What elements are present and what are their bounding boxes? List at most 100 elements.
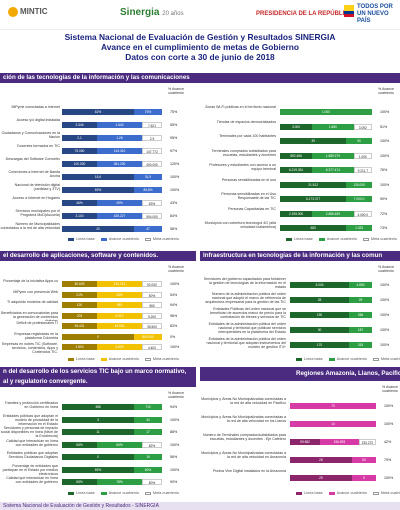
baseline-segment: 21%: [62, 291, 97, 298]
sinergia-years: 20 años: [162, 11, 184, 17]
indicator-bar: 680 1.025: [280, 225, 372, 232]
indicator-row: Número de Terminales comprados/subsidiad…: [200, 433, 400, 451]
baseline-segment: 2,1: [62, 134, 97, 141]
progress-segment: 73: [290, 403, 376, 409]
legend-item-base: Línea base: [68, 237, 95, 241]
progress-segment: 29: [349, 296, 372, 303]
progress-segment: 1.880: [312, 123, 354, 130]
progress-segment: 143.310: [97, 147, 142, 154]
indicator-percent: 100%: [380, 110, 390, 115]
indicator-row: Municipios y Áreas No Municipalizadas co…: [200, 397, 400, 415]
indicator-percent: 100%: [170, 187, 180, 192]
indicator-label: Calidad que interactúan en línea con ent…: [6, 438, 58, 447]
progress-segment: 31,9: [134, 173, 162, 180]
indicator-row: Docentes formados en TIC 75.060 143.310 147…: [0, 144, 196, 157]
indicator-bar: 28 50: [290, 457, 376, 463]
indicator-row: Entidades públicas que adoptan el modelo…: [0, 414, 196, 427]
meta-segment: 82%: [142, 441, 162, 448]
progress-segment: 1.640: [97, 121, 142, 128]
indicator-percent: 75%: [170, 109, 178, 114]
indicator-percent: 55%: [170, 122, 178, 127]
progress-segment: 710: [134, 404, 162, 411]
baseline-segment: 203: [62, 312, 97, 319]
indicator-label: Puntos Vive Digital instalados en la Ama…: [212, 469, 286, 473]
indicator-percent: 96%: [170, 313, 178, 318]
legend-label: Avance cuatrienio: [108, 357, 139, 361]
indicator-row: Porcentaje de entidades que participan e…: [0, 464, 196, 477]
indicator-row: Trámites y protección certificados en Go…: [0, 401, 196, 414]
baseline-segment: 11: [62, 429, 134, 436]
legend-item-avance: Avance cuatrienio: [100, 357, 139, 361]
indicator-row: Personas Capacitadas en TIC 2.195.000 2.88…: [200, 207, 400, 222]
progress-segment: 6.899: [97, 344, 142, 351]
baseline-segment: 29: [290, 475, 352, 481]
indicator-bar: 0 19: [62, 454, 162, 461]
indicator-bar: 14: [290, 421, 376, 427]
indicator-bar: 100.000 361.230 400.000: [62, 160, 162, 167]
indicator-row: Entidades públicas que adoptan Servicios…: [0, 451, 196, 464]
indicator-bar: 62% 75%: [62, 108, 162, 115]
indicator-percent: 100%: [170, 467, 180, 472]
section-header-regulation-line2: al y regulatorio convergente.: [3, 378, 88, 385]
indicator-bar: 3.100 425.227 504.000: [62, 212, 162, 219]
progress-segment: 7.000.0: [346, 196, 372, 203]
indicator-label: Terminales comprados subsidiados para es…: [211, 148, 276, 157]
progress-segment: 78%: [97, 479, 142, 486]
indicator-percent: 72%: [380, 211, 388, 216]
indicator-label: Déficit de profesionales TI: [16, 321, 58, 325]
chart-legend: Línea base Avance cuatrienio Meta cuatrien…: [296, 491, 400, 495]
baseline-segment: 6.173.377: [280, 196, 347, 203]
progress-segment: 1.689.279: [312, 152, 354, 159]
indicator-row: Municipios con cobertura tecnología 4G (…: [200, 221, 400, 236]
indicator-row: Calidad que interactúan en línea con ent…: [0, 476, 196, 489]
legend-item-base: Línea base: [68, 491, 95, 495]
progress-segment: 187: [349, 326, 372, 333]
baseline-segment: 1.800: [62, 344, 97, 351]
indicator-bar: 94.431 45.530 35.500: [62, 323, 162, 330]
legend-swatch: [328, 491, 335, 495]
indicator-label: Servicios municipales por el Programa Mo…: [15, 209, 60, 217]
indicator-bar: 46% 49% 63%: [62, 199, 162, 206]
indicator-row: Número de Municipalidades conectados a l…: [0, 222, 196, 235]
indicator-label: Conexiones a Internet de Banda Ancha: [8, 170, 60, 178]
indicator-bar: 388 710: [62, 404, 162, 411]
baseline-segment: 46%: [62, 199, 97, 206]
progress-column-header: % Avance cuatrienio: [168, 87, 184, 95]
baseline-segment: 170: [290, 341, 350, 348]
baseline-segment: 2.195.000: [280, 210, 313, 217]
indicator-bar: 30 187: [290, 326, 372, 333]
meta-segment: 63%: [142, 199, 162, 206]
legend-label: Avance cuatrienio: [326, 237, 357, 241]
chart-legend: Línea base Avance cuatrienio Meta cuatrien…: [286, 237, 400, 241]
legend-item-avance: Avance cuatrienio: [100, 491, 139, 495]
indicator-label: Número de Terminales comprados/subsidiad…: [202, 433, 286, 441]
report-title: Sistema Nacional de Evaluación de Gestió…: [64, 32, 336, 42]
panel-regions: % Avance cuatrienio Municipios y Áreas No…: [200, 383, 400, 499]
section-header-regulation-line1: n del desarrollo de los servicios TIC ba…: [3, 368, 187, 375]
indicator-row: Servicios municipales por el Programa Mo…: [0, 209, 196, 222]
indicator-bar: 73: [290, 403, 376, 409]
indicator-percent: 100%: [380, 182, 390, 187]
baseline-segment: 680: [280, 225, 347, 232]
indicator-bar: 3 34: [62, 416, 162, 423]
baseline-segment: 69%: [62, 186, 134, 193]
indicator-percent: 56%: [170, 226, 178, 231]
indicator-percent: 0%: [170, 334, 176, 339]
indicator-row: Empresas en nubes TIC (Software, servici…: [0, 342, 196, 352]
indicator-percent: 56%: [170, 455, 178, 460]
indicator-label: Tiendas de espacios democratizados: [216, 119, 276, 124]
baseline-segment: 50.809: [62, 281, 97, 288]
progress-segment: 266: [349, 311, 372, 318]
indicator-percent: 100%: [380, 282, 390, 287]
meta-segment: 560: [142, 302, 162, 309]
legend-swatch: [144, 357, 151, 361]
progress-segment: 50: [346, 138, 372, 145]
legend-label: Meta cuatrienio: [152, 237, 179, 241]
indicator-bar: 20 47: [62, 225, 162, 232]
legend-item-meta: Meta cuatrienio: [362, 237, 397, 241]
indicator-percent: 43%: [170, 200, 178, 205]
indicator-label: Entidades públicas que adoptan Servicios…: [6, 451, 58, 459]
indicator-percent: 100%: [380, 139, 390, 144]
baseline-segment: 3.004: [290, 281, 350, 288]
indicator-row: Acceso a Internet en Hogares 46% 49% 63% 43%: [0, 196, 196, 209]
